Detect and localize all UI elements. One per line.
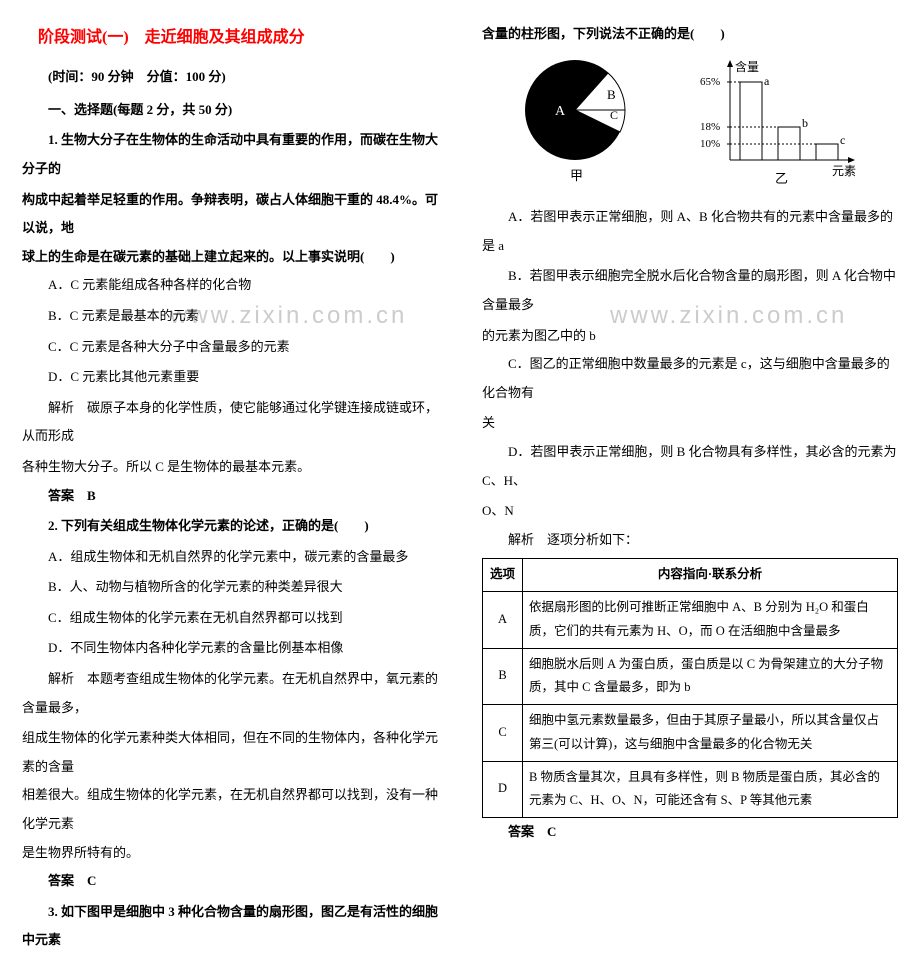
q3-exp-header: 解析 逐项分析如下： <box>482 526 898 555</box>
cell-text-a: 依据扇形图的比例可推断正常细胞中 A、B 分别为 H₂O 和蛋白质，它们的共有元… <box>523 592 898 649</box>
q3-opt-d1: D．若图甲表示正常细胞，则 B 化合物具有多样性，其必含的元素为 C、H、 <box>482 438 898 495</box>
q1-opt-a: A．C 元素能组成各种各样的化合物 <box>22 271 438 300</box>
svg-text:C: C <box>610 108 618 122</box>
analysis-table: 选项 内容指向·联系分析 A 依据扇形图的比例可推断正常细胞中 A、B 分别为 … <box>482 558 898 818</box>
q1-stem-1: 1. 生物大分子在生物体的生命活动中具有重要的作用，而碳在生物大分子的 <box>22 126 438 183</box>
table-row: A 依据扇形图的比例可推断正常细胞中 A、B 分别为 H₂O 和蛋白质，它们的共… <box>483 592 898 649</box>
cell-opt-c: C <box>483 705 523 762</box>
svg-text:含量: 含量 <box>735 59 759 74</box>
table-row: B 细胞脱水后则 A 为蛋白质，蛋白质是以 C 为骨架建立的大分子物质，其中 C… <box>483 648 898 705</box>
q1-opt-d: D．C 元素比其他元素重要 <box>22 363 438 392</box>
th-option: 选项 <box>483 559 523 592</box>
svg-text:乙: 乙 <box>775 171 788 185</box>
q3-opt-a: A．若图甲表示正常细胞，则 A、B 化合物共有的元素中含量最多的是 a <box>482 203 898 260</box>
q2-opt-c: C．组成生物体的化学元素在无机自然界都可以找到 <box>22 604 438 633</box>
q1-answer: 答案 B <box>22 482 438 511</box>
cell-opt-d: D <box>483 761 523 818</box>
q1-exp-1: 解析 碳原子本身的化学性质，使它能够通过化学键连接成链或环，从而形成 <box>22 394 438 451</box>
q3-opt-b1: B．若图甲表示细胞完全脱水后化合物含量的扇形图，则 A 化合物中含量最多 <box>482 262 898 319</box>
q2-exp-2: 组成生物体的化学元素种类大体相同，但在不同的生物体内，各种化学元素的含量 <box>22 724 438 781</box>
q1-stem-2: 构成中起着举足轻重的作用。争辩表明，碳占人体细胞干重的 48.4%。可以说，地 <box>22 186 438 243</box>
svg-text:B: B <box>607 87 616 102</box>
q2-opt-a: A．组成生物体和无机自然界的化学元素中，碳元素的含量最多 <box>22 543 438 572</box>
q1-opt-c: C．C 元素是各种大分子中含量最多的元素 <box>22 333 438 362</box>
q2-exp-3: 相差很大。组成生物体的化学元素，在无机自然界都可以找到，没有一种化学元素 <box>22 781 438 838</box>
svg-text:b: b <box>802 116 808 130</box>
q2-opt-b: B．人、动物与植物所含的化学元素的种类差异很大 <box>22 573 438 602</box>
q1-opt-b: B．C 元素是最基本的元素 <box>22 302 438 331</box>
q3-opt-c1: C．图乙的正常细胞中数量最多的元素是 c，这与细胞中含量最多的化合物有 <box>482 350 898 407</box>
cell-text-b: 细胞脱水后则 A 为蛋白质，蛋白质是以 C 为骨架建立的大分子物质，其中 C 含… <box>523 648 898 705</box>
svg-text:c: c <box>840 133 845 147</box>
page-title: 阶段测试(一) 走近细胞及其组成成分 <box>22 20 438 55</box>
q3-answer: 答案 C <box>482 818 898 847</box>
meta-line: (时间：90 分钟 分值：100 分) <box>22 63 438 92</box>
q3-stem-2: 含量的柱形图，下列说法不正确的是( ) <box>482 20 898 49</box>
table-row: C 细胞中氢元素数量最多，但由于其原子量最小，所以其含量仅占第三(可以计算)，这… <box>483 705 898 762</box>
q1-exp-2: 各种生物大分子。所以 C 是生物体的最基本元素。 <box>22 453 438 482</box>
svg-text:65%: 65% <box>700 76 720 88</box>
svg-text:18%: 18% <box>700 121 720 133</box>
table-header-row: 选项 内容指向·联系分析 <box>483 559 898 592</box>
bar-chart: 65% 18% 10% a b c 含量 元素 <box>700 55 860 196</box>
q3-opt-d2: O、N <box>482 497 898 526</box>
th-content: 内容指向·联系分析 <box>523 559 898 592</box>
svg-text:10%: 10% <box>700 138 720 150</box>
cell-opt-a: A <box>483 592 523 649</box>
section-heading: 一、选择题(每题 2 分，共 50 分) <box>22 96 438 125</box>
q2-exp-1: 解析 本题考查组成生物体的化学元素。在无机自然界中，氧元素的含量最多， <box>22 665 438 722</box>
svg-text:A: A <box>555 104 566 119</box>
q1-stem-3: 球上的生命是在碳元素的基础上建立起来的。以上事实说明( ) <box>22 243 438 272</box>
q2-exp-4: 是生物界所特有的。 <box>22 839 438 868</box>
q2-opt-d: D．不同生物体内各种化学元素的含量比例基本相像 <box>22 634 438 663</box>
q3-stem-1: 3. 如下图甲是细胞中 3 种化合物含量的扇形图，图乙是有活性的细胞中元素 <box>22 898 438 955</box>
q3-opt-b2: 的元素为图乙中的 b <box>482 322 898 351</box>
cell-text-d: B 物质含量其次，且具有多样性，则 B 物质是蛋白质，其必含的元素为 C、H、O… <box>523 761 898 818</box>
table-row: D B 物质含量其次，且具有多样性，则 B 物质是蛋白质，其必含的元素为 C、H… <box>483 761 898 818</box>
svg-text:甲: 甲 <box>570 168 583 183</box>
cell-opt-b: B <box>483 648 523 705</box>
q2-answer: 答案 C <box>22 867 438 896</box>
diagram-row: A B C 甲 65% 18% 10% <box>482 55 898 196</box>
q2-stem: 2. 下列有关组成生物体化学元素的论述，正确的是( ) <box>22 512 438 541</box>
cell-text-c: 细胞中氢元素数量最多，但由于其原子量最小，所以其含量仅占第三(可以计算)，这与细… <box>523 705 898 762</box>
svg-text:元素: 元素 <box>832 164 856 178</box>
q3-opt-c2: 关 <box>482 409 898 438</box>
pie-chart: A B C 甲 <box>520 55 660 196</box>
svg-text:a: a <box>764 74 770 88</box>
